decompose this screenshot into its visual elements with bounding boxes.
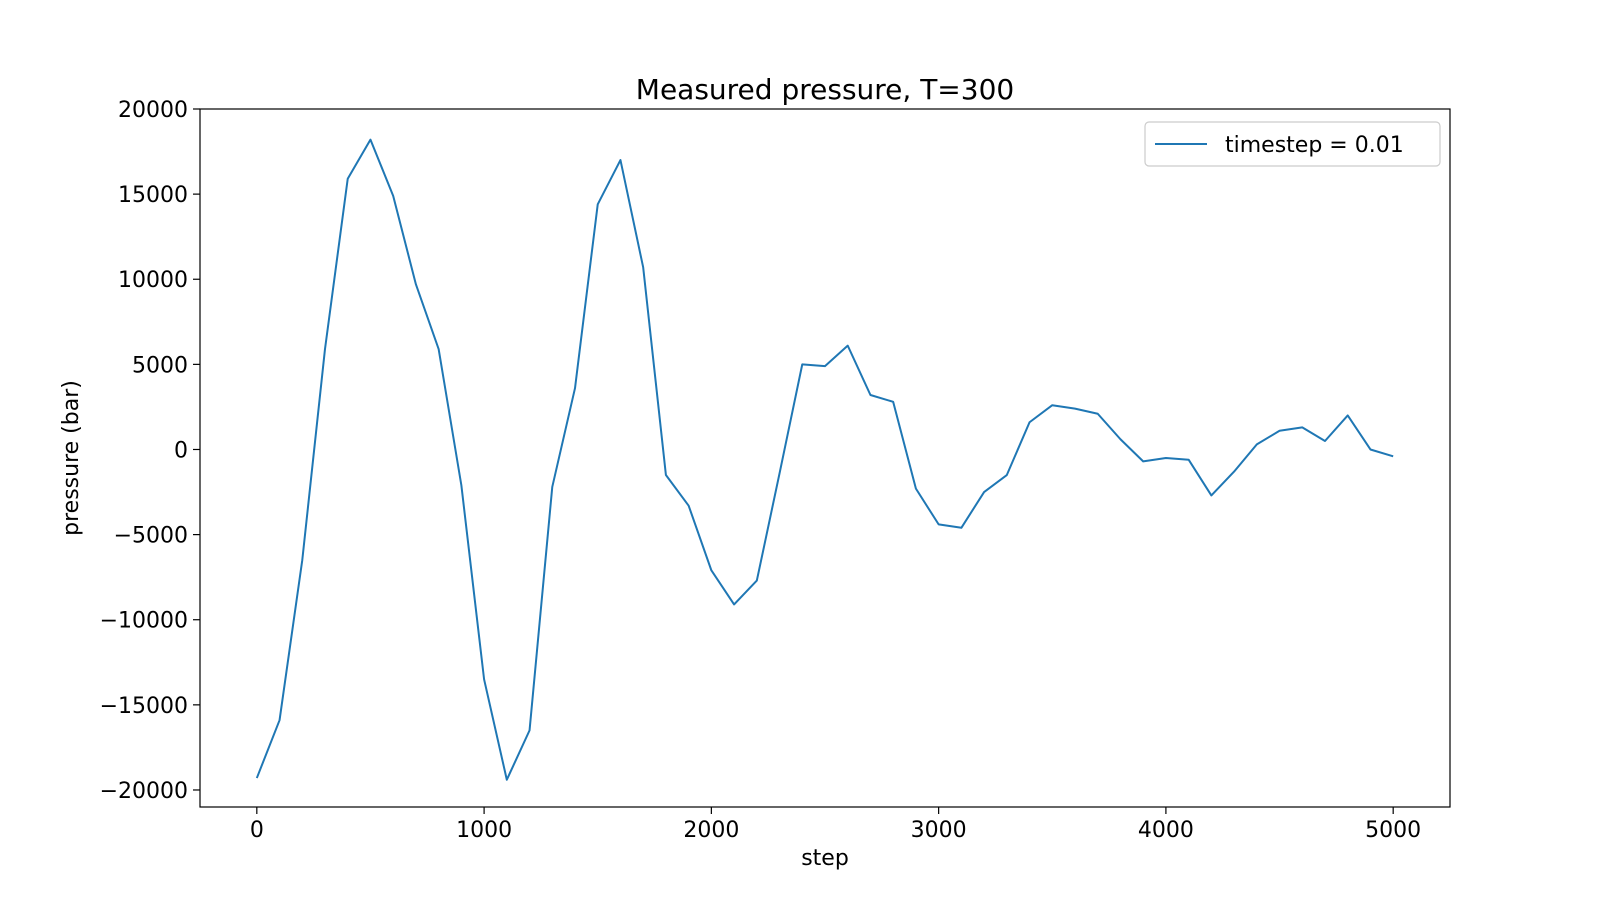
legend-label: timestep = 0.01	[1225, 133, 1404, 158]
x-tick-label: 4000	[1138, 818, 1194, 843]
legend: timestep = 0.01	[1144, 121, 1441, 167]
y-tick-label: −20000	[100, 779, 188, 804]
y-tick-label: 15000	[118, 183, 188, 208]
y-tick-label: 20000	[118, 98, 188, 123]
x-axis-title: step	[801, 846, 849, 871]
y-axis: 20000 15000 10000 5000 0 −5000 −10000 −15000 −20…	[100, 98, 200, 804]
x-axis: 0 1000 2000 3000 4000 5000	[250, 807, 1421, 843]
y-tick-label: 0	[174, 438, 188, 463]
x-tick-label: 3000	[911, 818, 967, 843]
series-line-0	[255, 138, 1394, 781]
y-tick-label: −15000	[100, 694, 188, 719]
y-tick-label: −5000	[114, 524, 188, 549]
x-tick-label: 2000	[683, 818, 739, 843]
x-tick-label: 1000	[456, 818, 512, 843]
legend-box	[1144, 121, 1441, 167]
x-tick-label: 5000	[1365, 818, 1421, 843]
plot-frame	[199, 108, 1451, 808]
y-axis-title: pressure (bar)	[59, 380, 84, 536]
chart-title: Measured pressure, T=300	[636, 73, 1014, 106]
y-tick-label: 5000	[132, 353, 188, 378]
y-tick-label: −10000	[100, 609, 188, 634]
y-tick-label: 10000	[118, 268, 188, 293]
x-tick-label: 0	[250, 818, 264, 843]
plot-area	[199, 108, 1451, 808]
